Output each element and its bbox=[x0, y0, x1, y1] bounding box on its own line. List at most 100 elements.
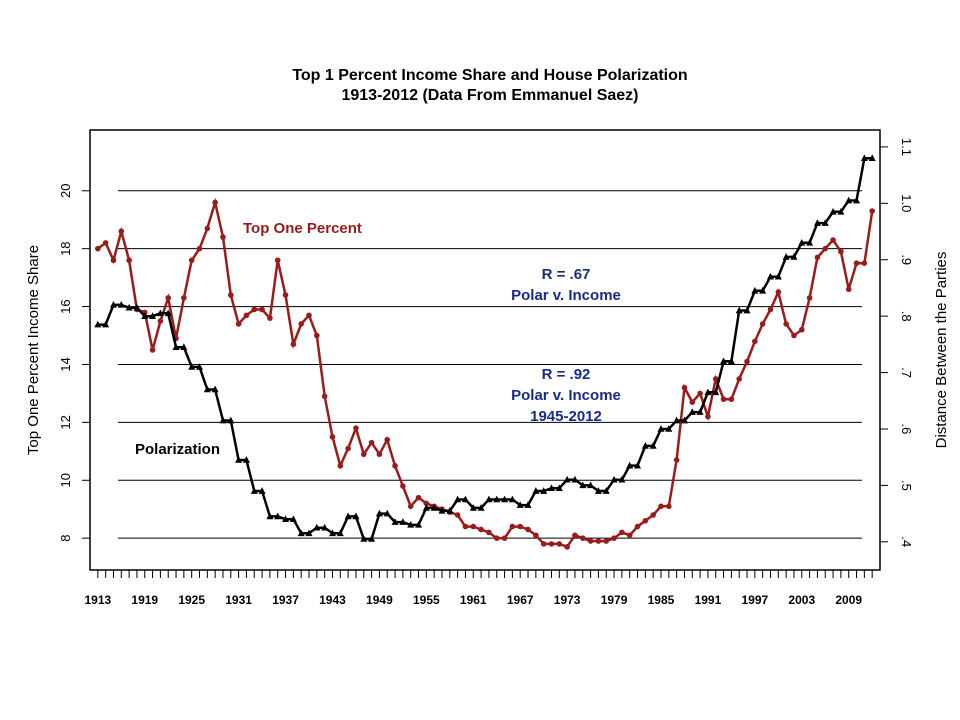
income-series-label: Top One Percent bbox=[243, 220, 362, 237]
income-point bbox=[462, 523, 469, 530]
polarization-point bbox=[759, 286, 767, 294]
polarization-point bbox=[383, 509, 391, 517]
polarization-point bbox=[94, 320, 102, 328]
polarization-point bbox=[853, 196, 861, 204]
r2-line2: Polar v. Income bbox=[511, 387, 621, 404]
polarization-point bbox=[610, 475, 618, 483]
polarization-point bbox=[454, 495, 462, 503]
income-point bbox=[611, 535, 617, 541]
polarization-point bbox=[868, 154, 876, 162]
income-point bbox=[548, 541, 555, 547]
polarization-point bbox=[438, 506, 446, 514]
income-point bbox=[227, 292, 234, 298]
polarization-point bbox=[774, 272, 782, 280]
polarization-point bbox=[360, 535, 368, 542]
income-point bbox=[533, 532, 539, 539]
polarization-point bbox=[720, 357, 728, 365]
x-tick-label: 2009 bbox=[835, 593, 862, 607]
income-point bbox=[642, 517, 649, 524]
income-point bbox=[267, 315, 273, 321]
income-point bbox=[110, 257, 117, 264]
polarization-point bbox=[289, 515, 297, 523]
polarization-point bbox=[352, 512, 360, 520]
income-point bbox=[853, 260, 860, 266]
income-point bbox=[259, 306, 265, 313]
income-point bbox=[501, 535, 508, 541]
income-point bbox=[767, 306, 774, 313]
polarization-point bbox=[282, 515, 290, 523]
polarization-point bbox=[391, 518, 399, 525]
polarization-point bbox=[297, 529, 305, 537]
polarization-point bbox=[727, 357, 735, 365]
y2-tick-label: .5 bbox=[899, 480, 914, 491]
income-point bbox=[869, 208, 875, 214]
polarization-point bbox=[673, 416, 681, 424]
polarization-line bbox=[97, 156, 873, 541]
polarization-point bbox=[555, 484, 563, 492]
y2-tick-label: .6 bbox=[899, 424, 914, 435]
income-point bbox=[830, 237, 836, 243]
x-tick-label: 1919 bbox=[131, 593, 158, 607]
income-point bbox=[806, 295, 813, 301]
income-point bbox=[736, 376, 743, 382]
income-point bbox=[384, 436, 391, 443]
income-point bbox=[603, 538, 610, 544]
y-tick-label: 14 bbox=[58, 357, 73, 371]
polarization-point bbox=[790, 253, 798, 260]
plot-frame bbox=[89, 129, 881, 571]
polarization-point bbox=[743, 306, 751, 314]
income-point bbox=[634, 523, 641, 530]
polarization-point bbox=[368, 535, 376, 542]
income-point bbox=[165, 295, 172, 301]
polarization-point bbox=[594, 487, 602, 494]
polarization-point bbox=[501, 495, 509, 503]
polarization-point bbox=[415, 521, 423, 528]
polarization-point bbox=[829, 207, 837, 215]
r2-line3: 1945-2012 bbox=[530, 408, 602, 425]
polarization-point bbox=[602, 487, 610, 494]
income-point bbox=[220, 234, 226, 240]
income-point bbox=[658, 503, 664, 510]
income-point bbox=[759, 321, 766, 327]
polarization-point bbox=[626, 461, 634, 469]
x-tick-label: 1913 bbox=[84, 593, 111, 607]
polarization-point bbox=[634, 461, 642, 469]
polarization-point bbox=[156, 309, 164, 317]
polarization-point bbox=[688, 408, 696, 415]
x-tick-label: 1943 bbox=[319, 593, 346, 607]
income-point bbox=[579, 535, 586, 541]
income-point bbox=[243, 312, 250, 319]
polarization-point bbox=[266, 512, 274, 520]
income-point bbox=[392, 462, 398, 469]
polarization-point bbox=[399, 518, 407, 525]
income-series bbox=[95, 197, 875, 550]
polarization-point bbox=[321, 523, 329, 531]
polarization-point bbox=[477, 504, 485, 511]
income-point bbox=[353, 425, 359, 431]
y-tick-label: 8 bbox=[58, 535, 73, 542]
polarization-point bbox=[227, 416, 235, 424]
income-point bbox=[329, 434, 336, 440]
polarization-point bbox=[133, 303, 141, 311]
income-point bbox=[478, 526, 484, 533]
income-point bbox=[556, 541, 563, 547]
income-point bbox=[118, 228, 125, 235]
polarization-point bbox=[469, 504, 477, 511]
income-point bbox=[235, 321, 242, 327]
polarization-point bbox=[806, 238, 814, 246]
polarization-point bbox=[837, 207, 845, 215]
income-point bbox=[102, 240, 109, 246]
polarization-point bbox=[813, 219, 821, 226]
polarization-point bbox=[219, 416, 227, 424]
income-point bbox=[251, 306, 258, 313]
income-point bbox=[595, 538, 602, 544]
x-tick-label: 1979 bbox=[601, 593, 628, 607]
polarization-point bbox=[532, 487, 540, 494]
polarization-point bbox=[328, 529, 336, 537]
income-point bbox=[619, 529, 625, 536]
polarization-point bbox=[242, 456, 250, 463]
income-point bbox=[306, 312, 312, 319]
y-tick-label: 12 bbox=[58, 415, 73, 429]
y-tick-label: 16 bbox=[58, 299, 73, 313]
y-tick-label: 10 bbox=[58, 473, 73, 487]
